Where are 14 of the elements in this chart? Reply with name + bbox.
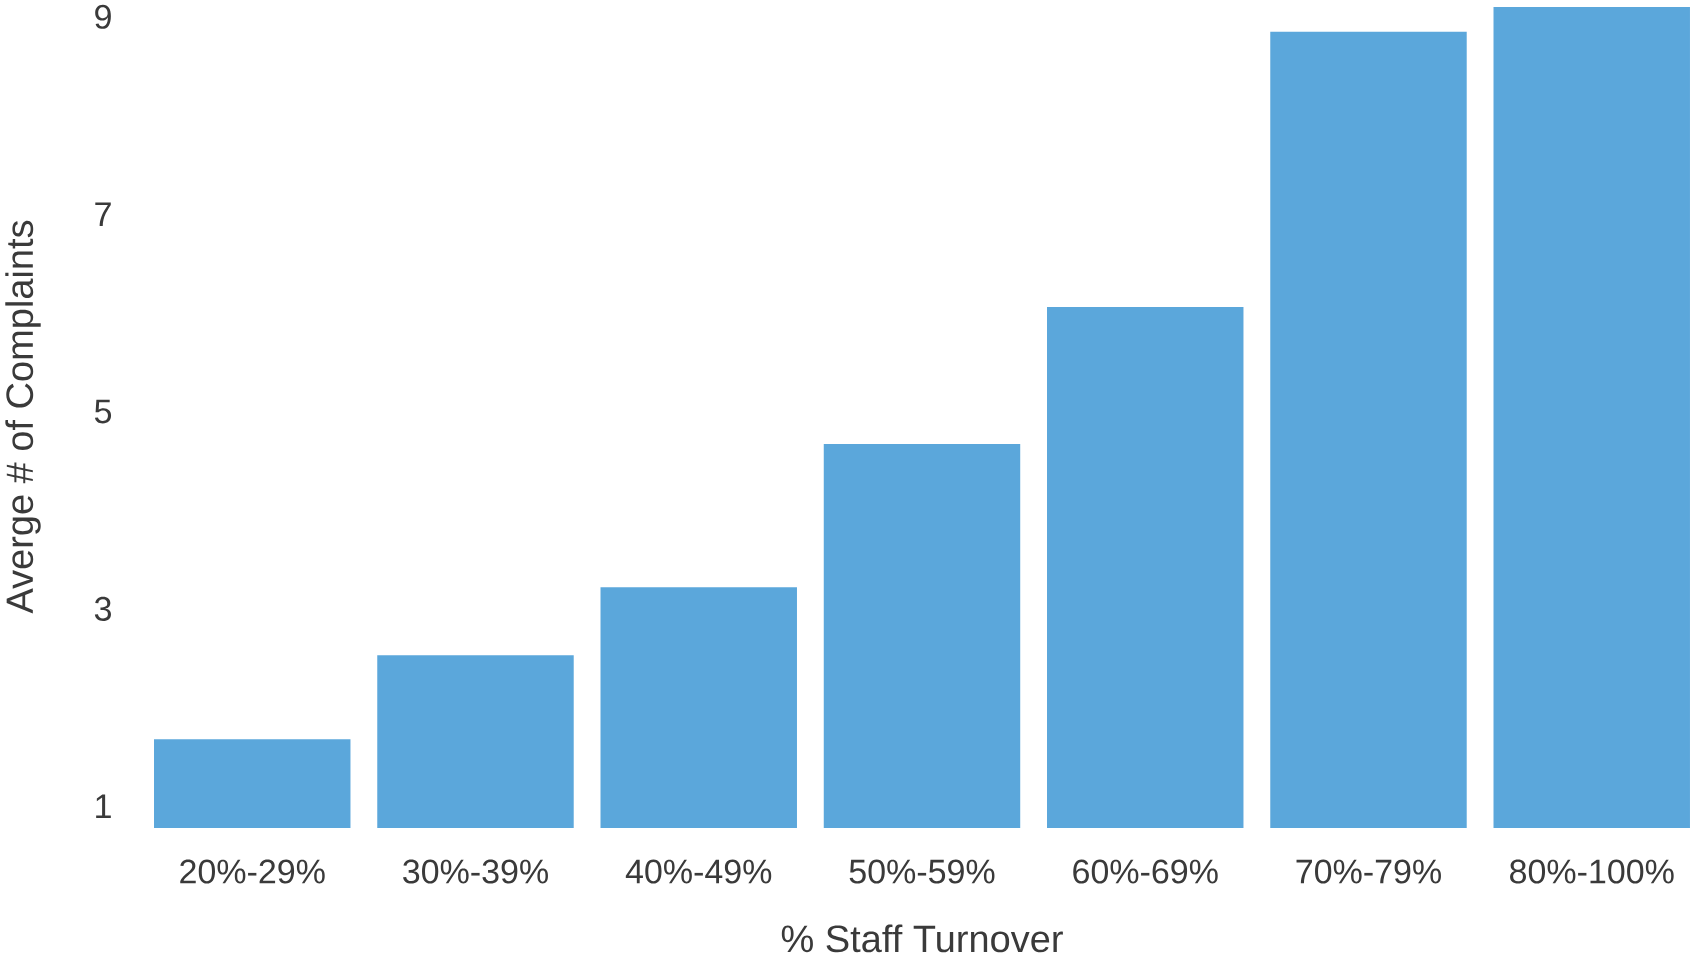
x-tick-label: 80%-100% (1510, 859, 1674, 884)
x-tick-label: 30%-39% (403, 859, 548, 884)
y-tick-label: 1 (96, 794, 111, 818)
y-tick-label: 3 (94, 596, 111, 621)
x-axis-title: % Staff Turnover (781, 924, 1063, 953)
y-axis-title: Averge # of Complaints (5, 220, 41, 614)
y-tick-label: 9 (95, 4, 111, 29)
x-tick-label: 50%-59% (849, 859, 995, 884)
x-tick-label: 60%-69% (1073, 859, 1218, 884)
x-tick-label: 20%-29% (180, 859, 325, 884)
y-tick-label: 7 (95, 202, 111, 226)
x-tick-label: 70%-79% (1296, 859, 1441, 884)
y-tick-label: 5 (94, 399, 112, 424)
x-tick-label: 40%-49% (625, 859, 772, 884)
